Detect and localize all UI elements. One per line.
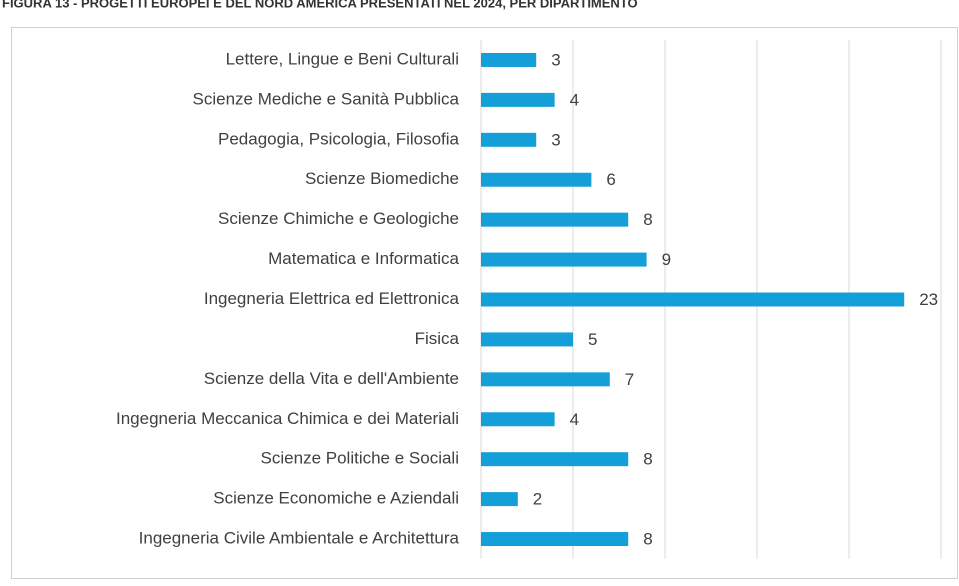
data-label: 5 — [588, 330, 597, 349]
y-tick-label: Lettere, Lingue e Beni Culturali — [226, 49, 459, 68]
data-label: 3 — [551, 130, 560, 149]
y-tick-label: Scienze della Vita e dell'Ambiente — [204, 369, 459, 388]
bar — [481, 172, 592, 187]
chart-title: FIGURA 13 - PROGETTI EUROPEI E DEL NORD … — [2, 0, 638, 10]
y-tick-label: Fisica — [415, 329, 460, 348]
y-tick-label: Pedagogia, Psicologia, Filosofia — [218, 129, 460, 148]
y-tick-label: Matematica e Informatica — [268, 249, 459, 268]
data-label: 23 — [919, 290, 938, 309]
bar — [481, 372, 610, 387]
bar — [481, 452, 629, 467]
bar — [481, 292, 905, 307]
bar — [481, 412, 555, 427]
bar — [481, 212, 629, 227]
data-label: 8 — [643, 450, 652, 469]
bar — [481, 52, 537, 67]
y-tick-label: Scienze Biomediche — [305, 169, 459, 188]
data-label: 4 — [570, 410, 579, 429]
data-label: 4 — [570, 90, 579, 109]
y-tick-label: Ingegneria Meccanica Chimica e dei Mater… — [116, 409, 459, 428]
y-tick-label: Ingegneria Civile Ambientale e Architett… — [139, 529, 460, 548]
bar — [481, 252, 647, 267]
data-label: 7 — [625, 370, 634, 389]
bar — [481, 532, 629, 547]
data-label: 9 — [662, 250, 671, 269]
data-label: 8 — [643, 530, 652, 549]
data-label: 3 — [551, 50, 560, 69]
y-tick-label: Scienze Chimiche e Geologiche — [218, 209, 459, 228]
bar — [481, 332, 573, 347]
data-label: 6 — [606, 170, 615, 189]
y-tick-label: Scienze Politiche e Sociali — [261, 449, 459, 468]
y-tick-label: Scienze Mediche e Sanità Pubblica — [193, 89, 460, 108]
bar — [481, 92, 555, 107]
y-tick-label: Ingegneria Elettrica ed Elettronica — [204, 289, 460, 308]
bar — [481, 132, 537, 147]
data-label: 8 — [643, 210, 652, 229]
bar — [481, 492, 518, 507]
data-label: 2 — [533, 490, 542, 509]
y-tick-label: Scienze Economiche e Aziendali — [213, 489, 459, 508]
